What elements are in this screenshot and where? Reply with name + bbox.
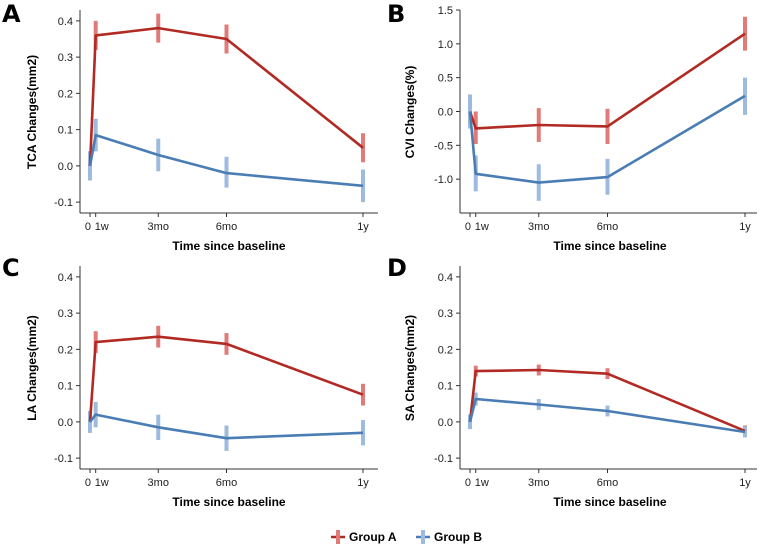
legend-item-group-a: Group A <box>331 530 397 544</box>
legend-group-a-label: Group A <box>349 530 397 544</box>
panel-b-marks <box>468 16 747 201</box>
panel-d: D -0.1 0.0 0.1 0.2 0.3 0.4 0 1w 3mo 6mo 1y Time s… <box>387 254 757 509</box>
panel-b-x-tick-label: 3mo <box>528 221 549 233</box>
panel-a-x-tick-label: 0 <box>85 221 91 233</box>
panel-c-x-tick-label: 0 <box>85 477 91 489</box>
panel-c-group-a-line <box>88 335 364 422</box>
panel-a-x-ticks: 0 1w 3mo 6mo 1y <box>85 213 369 233</box>
panel-b-y-tick-label: 0.5 <box>438 73 453 85</box>
panel-d-group-b-line <box>468 397 746 434</box>
panel-a-letter: A <box>2 0 21 28</box>
panel-d-marks <box>468 364 747 438</box>
panel-c-y-title: LA Changes(mm2) <box>25 315 39 421</box>
panel-b: B -1.0 -0.5 0.0 0.5 1.0 1.5 0 1w 3mo 6mo 1y Time … <box>387 0 757 253</box>
panel-b-x-tick-label: 1y <box>739 221 751 233</box>
panel-d-x-tick-label: 1y <box>739 477 751 489</box>
panel-d-x-tick-label: 0 <box>465 477 471 489</box>
panel-d-x-tick-label: 6mo <box>597 477 618 489</box>
panel-c-x-title: Time since baseline <box>172 495 285 509</box>
panel-c-y-tick-label: 0.2 <box>58 344 73 356</box>
panel-a-y-title: TCA Changes(mm2) <box>25 55 39 169</box>
legend-group-b-label: Group B <box>434 530 482 544</box>
panel-a-y-tick-label: -0.1 <box>54 197 73 209</box>
panel-d-y-tick-label: 0.2 <box>438 344 453 356</box>
panel-b-y-ticks: -1.0 -0.5 0.0 0.5 1.0 1.5 <box>434 5 460 186</box>
panel-b-x-tick-label: 0 <box>465 221 471 233</box>
panel-c-y-tick-label: 0.1 <box>58 381 73 393</box>
panel-d-y-tick-label: 0.3 <box>438 308 453 320</box>
panel-b-letter: B <box>387 0 405 28</box>
panel-d-y-ticks: -0.1 0.0 0.1 0.2 0.3 0.4 <box>434 272 460 465</box>
panel-b-y-tick-label: 1.0 <box>438 39 453 51</box>
panel-c-y-tick-label: -0.1 <box>54 453 73 465</box>
panel-d-x-tick-label: 1w <box>475 477 489 489</box>
panel-b-group-a-line <box>468 32 746 130</box>
panel-c-x-tick-label: 1w <box>95 477 109 489</box>
panel-a-y-tick-label: 0.2 <box>58 88 73 100</box>
panel-c-x-tick-label: 1y <box>357 477 369 489</box>
panel-b-group-b-line <box>468 94 746 184</box>
panel-a-y-tick-label: 0.0 <box>58 161 73 173</box>
panel-b-y-title: CVI Changes(%) <box>403 66 417 159</box>
panel-a-y-tick-label: 0.3 <box>58 52 73 64</box>
panel-a-y-tick-label: 0.1 <box>58 125 73 137</box>
panel-b-x-tick-label: 6mo <box>597 221 618 233</box>
panel-c: C -0.1 0.0 0.1 0.2 0.3 0.4 0 1w 3mo 6mo 1y Time s… <box>2 254 378 509</box>
panel-b-y-tick-label: 1.5 <box>438 5 453 17</box>
panel-d-y-title: SA Changes(mm2) <box>403 315 417 421</box>
panel-c-y-tick-label: 0.0 <box>58 417 73 429</box>
panel-c-x-tick-label: 3mo <box>148 477 169 489</box>
panel-d-x-ticks: 0 1w 3mo 6mo 1y <box>465 469 751 489</box>
panel-d-group-a-line <box>468 368 746 433</box>
panel-a-y-ticks: -0.1 0.0 0.1 0.2 0.3 0.4 <box>54 16 80 209</box>
panel-c-marks <box>88 325 365 451</box>
panel-a-y-tick-label: 0.4 <box>58 16 73 28</box>
panel-b-y-tick-label: 0.0 <box>438 107 453 119</box>
panel-a-marks <box>88 13 365 203</box>
panel-c-y-tick-label: 0.3 <box>58 308 73 320</box>
legend: Group A Group B <box>331 530 482 544</box>
panel-b-y-tick-label: -0.5 <box>434 140 453 152</box>
panel-a-x-title: Time since baseline <box>172 239 285 253</box>
panel-b-x-tick-label: 1w <box>475 221 489 233</box>
panel-b-x-ticks: 0 1w 3mo 6mo 1y <box>465 213 751 233</box>
panel-d-x-title: Time since baseline <box>553 495 666 509</box>
panel-d-y-tick-label: -0.1 <box>434 453 453 465</box>
panel-a-x-tick-label: 1w <box>95 221 109 233</box>
panel-a-x-tick-label: 6mo <box>216 221 237 233</box>
panel-a-group-a-line <box>88 26 364 166</box>
panel-a-x-tick-label: 3mo <box>148 221 169 233</box>
panel-a-group-b-line <box>88 133 364 188</box>
panel-d-letter: D <box>387 254 407 282</box>
panel-a-x-tick-label: 1y <box>357 221 369 233</box>
legend-item-group-b: Group B <box>416 530 482 544</box>
panel-b-x-title: Time since baseline <box>553 239 666 253</box>
panel-d-y-tick-label: 0.1 <box>438 381 453 393</box>
panel-d-y-tick-label: 0.0 <box>438 417 453 429</box>
panel-c-letter: C <box>2 254 20 282</box>
panel-c-y-tick-label: 0.4 <box>58 272 73 284</box>
panel-d-y-tick-label: 0.4 <box>438 272 453 284</box>
panel-b-y-tick-label: -1.0 <box>434 174 453 186</box>
panel-c-group-b-line <box>88 413 364 440</box>
panel-c-x-ticks: 0 1w 3mo 6mo 1y <box>85 469 369 489</box>
panel-d-x-tick-label: 3mo <box>528 477 549 489</box>
panel-c-y-ticks: -0.1 0.0 0.1 0.2 0.3 0.4 <box>54 272 80 465</box>
panel-a: A -0.1 0.0 0.1 0.2 0.3 0.4 0 1w 3mo 6mo 1y Time s… <box>2 0 378 253</box>
panel-c-x-tick-label: 6mo <box>216 477 237 489</box>
